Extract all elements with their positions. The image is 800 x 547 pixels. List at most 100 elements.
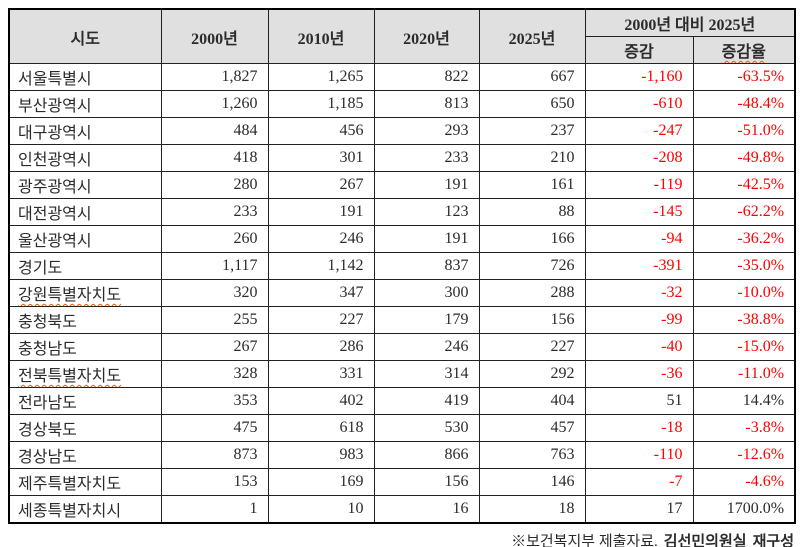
change-rate-cell: -62.2% [692, 198, 796, 226]
value-2000-cell: 320 [160, 279, 269, 307]
change-cell: -610 [584, 90, 694, 118]
value-2020-cell: 293 [373, 117, 480, 145]
col-header-2000: 2000년 [160, 8, 269, 64]
value-2010-cell: 456 [267, 117, 375, 145]
change-rate-cell: -36.2% [692, 225, 796, 253]
value-2000-cell: 233 [160, 198, 269, 226]
value-2010-cell: 246 [267, 225, 375, 253]
value-2020-cell: 16 [373, 495, 480, 524]
value-2020-cell: 191 [373, 171, 480, 199]
value-2025-cell: 146 [478, 468, 586, 496]
region-cell: 부산광역시 [8, 90, 162, 118]
value-2010-cell: 227 [267, 306, 375, 334]
value-2010-cell: 331 [267, 360, 375, 388]
table-row: 부산광역시 1,260 1,185 813 650 -610 -48.4% [8, 90, 796, 118]
region-cell: 강원특별자치도 [8, 279, 162, 307]
table-row: 경상남도 873 983 866 763 -110 -12.6% [8, 441, 796, 469]
value-2000-cell: 1,827 [160, 63, 269, 91]
value-2025-cell: 404 [478, 387, 586, 415]
value-2020-cell: 813 [373, 90, 480, 118]
change-rate-cell: -11.0% [692, 360, 796, 388]
change-cell: -7 [584, 468, 694, 496]
value-2010-cell: 1,265 [267, 63, 375, 91]
region-cell: 대전광역시 [8, 198, 162, 226]
table-row: 전북특별자치도 328 331 314 292 -36 -11.0% [8, 360, 796, 388]
change-rate-cell: -12.6% [692, 441, 796, 469]
change-rate-cell: -4.6% [692, 468, 796, 496]
value-2025-cell: 166 [478, 225, 586, 253]
region-cell: 세종특별자치시 [8, 495, 162, 524]
value-2025-cell: 292 [478, 360, 586, 388]
footnote: ※보건복지부 제출자료. 김선민의원실 재구성 [8, 530, 794, 547]
value-2020-cell: 837 [373, 252, 480, 280]
region-cell: 경상북도 [8, 414, 162, 442]
region-cell: 충청남도 [8, 333, 162, 361]
footnote-note: 재구성 [752, 534, 794, 547]
table-row: 강원특별자치도 320 347 300 288 -32 -10.0% [8, 279, 796, 307]
value-2025-cell: 667 [478, 63, 586, 91]
value-2020-cell: 179 [373, 306, 480, 334]
change-cell: -1,160 [584, 63, 694, 91]
change-rate-cell: -51.0% [692, 117, 796, 145]
table-row: 대구광역시 484 456 293 237 -247 -51.0% [8, 117, 796, 145]
change-cell: -145 [584, 198, 694, 226]
value-2000-cell: 267 [160, 333, 269, 361]
table-row: 대전광역시 233 191 123 88 -145 -62.2% [8, 198, 796, 226]
footnote-source: ※보건복지부 제출자료. [511, 534, 658, 547]
table-row: 충청남도 267 286 246 227 -40 -15.0% [8, 333, 796, 361]
value-2025-cell: 161 [478, 171, 586, 199]
value-2000-cell: 1,117 [160, 252, 269, 280]
region-cell: 전라남도 [8, 387, 162, 415]
col-header-region: 시도 [8, 8, 162, 64]
value-2010-cell: 169 [267, 468, 375, 496]
change-cell: -36 [584, 360, 694, 388]
change-cell: -40 [584, 333, 694, 361]
col-header-2010: 2010년 [267, 8, 375, 64]
region-cell: 대구광역시 [8, 117, 162, 145]
table-row: 경상북도 475 618 530 457 -18 -3.8% [8, 414, 796, 442]
col-header-change-rate-label: 증감율 [721, 44, 766, 61]
header-row-top: 시도 2000년 2010년 2020년 2025년 2000년 대비 2025… [8, 8, 796, 64]
value-2025-cell: 288 [478, 279, 586, 307]
change-rate-cell: 1700.0% [692, 495, 796, 524]
change-rate-cell: -3.8% [692, 414, 796, 442]
value-2000-cell: 418 [160, 144, 269, 172]
value-2025-cell: 457 [478, 414, 586, 442]
value-2025-cell: 650 [478, 90, 586, 118]
col-header-change-rate: 증감율 [692, 36, 796, 64]
value-2010-cell: 618 [267, 414, 375, 442]
value-2020-cell: 156 [373, 468, 480, 496]
change-rate-cell: -49.8% [692, 144, 796, 172]
value-2010-cell: 1,185 [267, 90, 375, 118]
value-2010-cell: 267 [267, 171, 375, 199]
value-2010-cell: 286 [267, 333, 375, 361]
change-rate-cell: -63.5% [692, 63, 796, 91]
table-row: 인천광역시 418 301 233 210 -208 -49.8% [8, 144, 796, 172]
value-2010-cell: 347 [267, 279, 375, 307]
value-2000-cell: 260 [160, 225, 269, 253]
table-header: 시도 2000년 2010년 2020년 2025년 2000년 대비 2025… [8, 8, 796, 64]
table-body: 서울특별시 1,827 1,265 822 667 -1,160 -63.5% 부산광역시 1,… [8, 63, 796, 524]
change-cell: 51 [584, 387, 694, 415]
change-cell: -208 [584, 144, 694, 172]
value-2000-cell: 280 [160, 171, 269, 199]
value-2025-cell: 237 [478, 117, 586, 145]
change-cell: -18 [584, 414, 694, 442]
change-rate-cell: -48.4% [692, 90, 796, 118]
value-2020-cell: 300 [373, 279, 480, 307]
value-2025-cell: 210 [478, 144, 586, 172]
change-cell: -119 [584, 171, 694, 199]
table-row: 경기도 1,117 1,142 837 726 -391 -35.0% [8, 252, 796, 280]
value-2000-cell: 353 [160, 387, 269, 415]
value-2020-cell: 419 [373, 387, 480, 415]
change-rate-cell: -35.0% [692, 252, 796, 280]
value-2000-cell: 153 [160, 468, 269, 496]
change-rate-cell: -15.0% [692, 333, 796, 361]
region-cell: 전북특별자치도 [8, 360, 162, 388]
value-2020-cell: 866 [373, 441, 480, 469]
change-cell: -110 [584, 441, 694, 469]
table-row: 세종특별자치시 1 10 16 18 17 1700.0% [8, 495, 796, 524]
region-cell: 서울특별시 [8, 63, 162, 91]
value-2020-cell: 246 [373, 333, 480, 361]
